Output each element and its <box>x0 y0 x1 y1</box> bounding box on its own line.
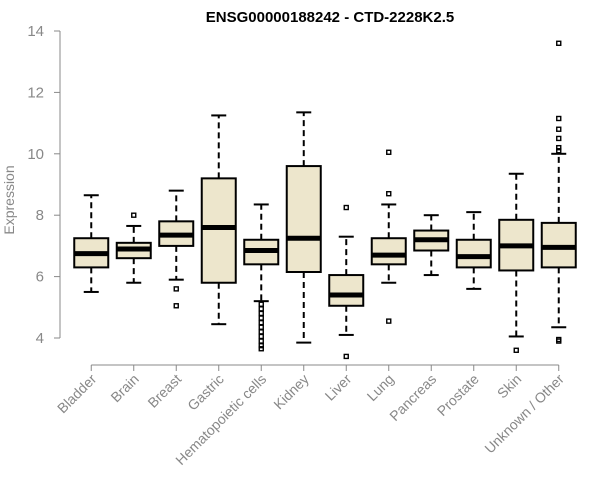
outlier-point <box>556 148 562 154</box>
outlier-point <box>556 338 562 344</box>
x-tick-label: Skin <box>494 371 525 402</box>
outlier-point <box>513 347 519 353</box>
x-tick-label: Prostate <box>434 371 482 419</box>
outlier-point <box>258 324 264 330</box>
outlier-point <box>258 338 264 344</box>
x-tick-label: Brain <box>107 371 141 405</box>
box-brain <box>115 212 152 284</box>
iqr-box <box>370 237 407 266</box>
outlier-point <box>173 286 179 292</box>
outlier-point <box>258 301 264 307</box>
iqr-box <box>328 274 365 307</box>
box-skin <box>498 172 535 353</box>
outlier-point <box>258 315 264 321</box>
y-tick-label: 10 <box>27 146 44 163</box>
outlier-point <box>258 306 264 312</box>
outlier-point <box>173 303 179 309</box>
outlier-point <box>556 40 562 46</box>
x-tick-label: Unknown / Other <box>481 371 567 457</box>
box-bladder <box>73 194 110 293</box>
box-unknown-other <box>540 40 577 344</box>
outlier-point <box>258 333 264 340</box>
boxes-layer <box>73 40 577 360</box>
iqr-box <box>200 177 237 284</box>
outlier-point <box>131 212 137 218</box>
outlier-point <box>556 115 562 122</box>
x-tick-label: Liver <box>322 371 355 404</box>
y-tick-label: 6 <box>36 269 44 286</box>
outlier-point <box>386 191 392 197</box>
chart-title: ENSG00000188242 - CTD-2228K2.5 <box>206 9 454 26</box>
outlier-point <box>343 353 349 360</box>
box-lung <box>370 149 407 324</box>
outlier-point <box>258 310 264 317</box>
box-kidney <box>285 111 322 344</box>
y-tick-label: 4 <box>36 330 44 347</box>
x-tick-label: Bladder <box>54 371 100 417</box>
outlier-point <box>258 342 264 349</box>
iqr-box <box>455 238 492 269</box>
box-gastric <box>200 114 237 326</box>
outlier-point <box>556 126 562 132</box>
outlier-point <box>343 204 349 211</box>
y-tick-label: 8 <box>36 207 44 224</box>
box-liver <box>328 204 365 360</box>
box-hematopoietic-cells <box>243 203 280 352</box>
outlier-point <box>386 149 392 155</box>
box-prostate <box>455 211 492 290</box>
outlier-point <box>258 329 264 335</box>
outlier-point <box>258 346 264 352</box>
x-tick-label: Pancreas <box>386 371 439 424</box>
outlier-point <box>556 135 562 142</box>
y-tick-label: 14 <box>27 23 44 40</box>
iqr-box <box>285 165 322 273</box>
x-tick-label: Lung <box>364 371 397 404</box>
box-breast <box>158 189 195 309</box>
box-pancreas <box>413 214 450 277</box>
outlier-point <box>258 319 264 326</box>
x-tick-label: Kidney <box>270 371 312 413</box>
outlier-point <box>386 318 392 324</box>
x-tick-label: Breast <box>144 371 184 411</box>
y-tick-label: 12 <box>27 84 44 101</box>
y-axis: 4 6 8 10 12 14 <box>27 23 61 347</box>
outlier-point <box>556 144 562 151</box>
y-axis-label: Expression <box>1 165 17 234</box>
